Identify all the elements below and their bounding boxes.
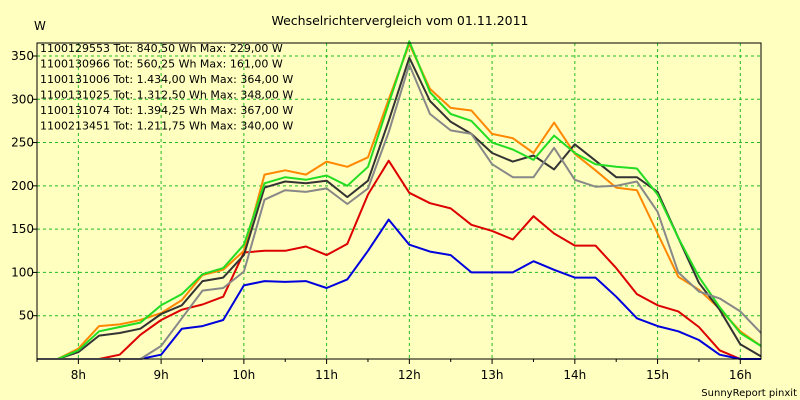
legend: 1100129553 Tot: 840,50 Wh Max: 229,00 W 1… <box>40 42 293 133</box>
legend-entry-1100213451: 1100213451 Tot: 1.211,75 Wh Max: 340,00 … <box>40 120 293 133</box>
legend-entry-1100131025: 1100131025 Tot: 1.312,50 Wh Max: 348,00 … <box>40 89 293 102</box>
x-tick-label: 11h <box>315 368 338 382</box>
series-line-1100213451 <box>37 63 762 360</box>
series-line-1100131025 <box>37 56 762 360</box>
chart-title: Wechselrichtervergleich vom 01.11.2011 <box>271 13 528 28</box>
footer-credit: SunnyReport pinxit <box>701 388 797 399</box>
plot-frame <box>36 42 762 360</box>
y-tick-label: 100 <box>11 265 34 279</box>
y-axis-label: W <box>34 19 46 33</box>
y-tick-label: 150 <box>11 222 34 236</box>
y-tick-label: 300 <box>11 92 34 106</box>
legend-entry-1100129553: 1100129553 Tot: 840,50 Wh Max: 229,00 W <box>40 42 283 55</box>
x-tick-label: 16h <box>729 368 752 382</box>
y-tick-label: 200 <box>11 179 34 193</box>
y-tick-label: 350 <box>11 49 34 63</box>
y-tick-label: 50 <box>19 309 34 323</box>
x-tick-label: 12h <box>398 368 421 382</box>
x-tick-label: 14h <box>563 368 586 382</box>
x-tick-label: 10h <box>232 368 255 382</box>
series-group <box>37 40 762 360</box>
series-line-1100130966 <box>37 218 761 360</box>
y-tick-label: 250 <box>11 136 34 150</box>
series-line-1100131074 <box>37 40 762 360</box>
legend-entry-1100131006: 1100131006 Tot: 1.434,00 Wh Max: 364,00 … <box>40 73 293 86</box>
legend-entry-1100130966: 1100130966 Tot: 560,25 Wh Max: 161,00 W <box>40 58 283 71</box>
x-tick-label: 8h <box>71 368 86 382</box>
x-tick-label: 13h <box>481 368 504 382</box>
x-tick-label: 9h <box>153 368 168 382</box>
legend-entry-1100131074: 1100131074 Tot: 1.394,25 Wh Max: 367,00 … <box>40 104 293 117</box>
series-line-1100129553 <box>37 159 761 360</box>
ticks: 8h 9h 10h 11h 12h 13h 14h 15h 16h 50 100 150 200 250 3… <box>11 49 752 382</box>
x-tick-label: 15h <box>646 368 669 382</box>
